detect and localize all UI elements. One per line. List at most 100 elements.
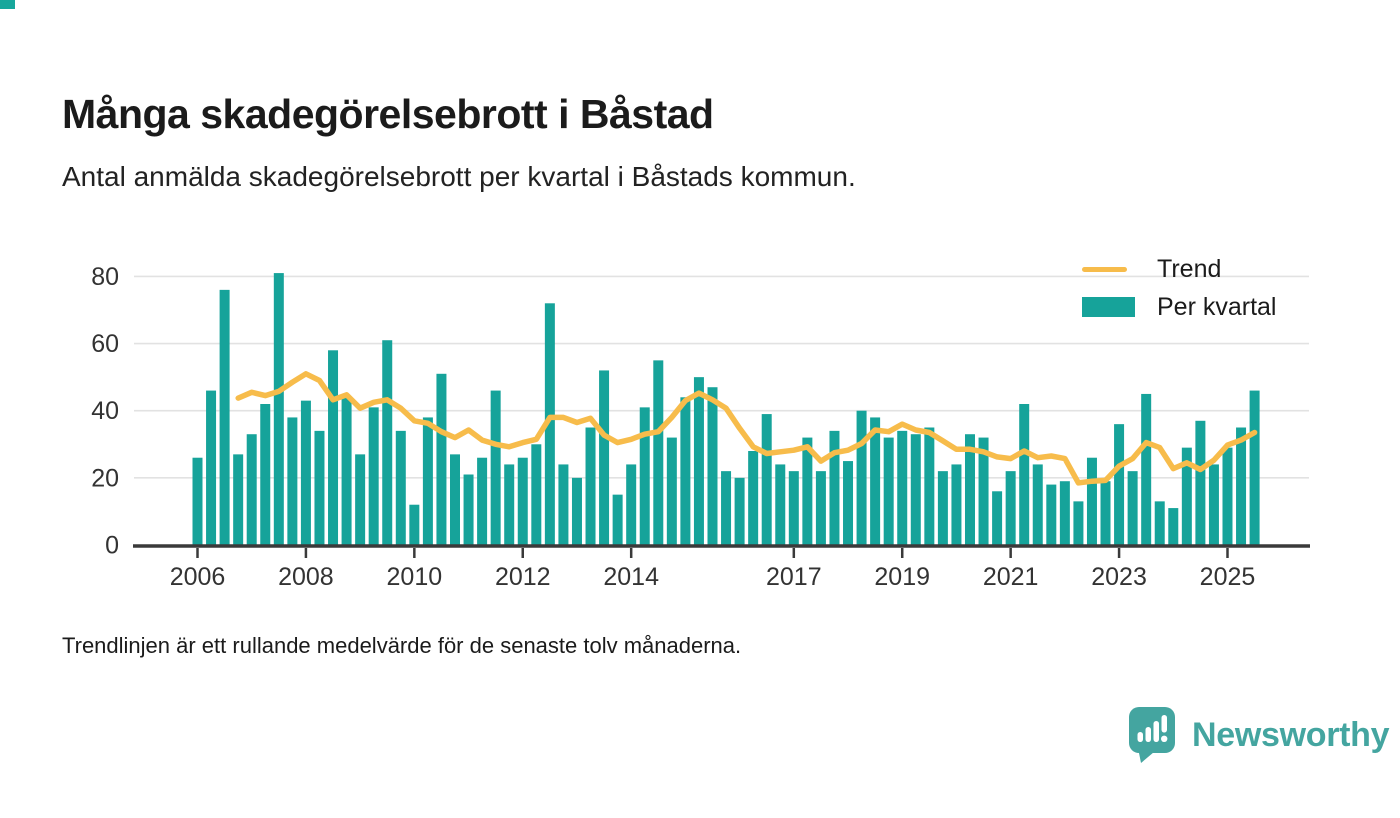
- bar: [477, 457, 488, 545]
- bar: [517, 457, 528, 545]
- bar: [490, 390, 501, 545]
- bar: [612, 494, 623, 545]
- bar: [504, 464, 515, 545]
- bar: [246, 434, 257, 545]
- bars: [192, 273, 1260, 545]
- svg-text:20: 20: [91, 464, 119, 492]
- bar: [599, 370, 610, 545]
- bar: [626, 464, 637, 545]
- bar: [870, 417, 881, 545]
- bar: [382, 340, 393, 545]
- bar: [1141, 393, 1152, 545]
- svg-text:2012: 2012: [495, 563, 551, 591]
- bar: [829, 430, 840, 545]
- newsworthy-logo: Newsworthy: [1128, 706, 1390, 764]
- bar: [260, 404, 271, 545]
- bar: [328, 350, 339, 545]
- bar: [395, 430, 406, 545]
- svg-text:2017: 2017: [766, 563, 822, 591]
- bar: [1100, 481, 1111, 545]
- trend-line-swatch: [1082, 266, 1127, 272]
- bar: [815, 471, 826, 545]
- page-subtitle: Antal anmälda skadegörelsebrott per kvar…: [62, 161, 856, 192]
- svg-text:2025: 2025: [1200, 563, 1256, 591]
- bar: [436, 373, 447, 545]
- bar: [707, 387, 718, 545]
- svg-text:60: 60: [91, 330, 119, 358]
- bar: [219, 289, 230, 545]
- bar-swatch: [1082, 297, 1135, 317]
- bar: [761, 414, 772, 545]
- bar: [1195, 420, 1206, 545]
- svg-text:2021: 2021: [983, 563, 1039, 591]
- svg-text:40: 40: [91, 397, 119, 425]
- bar: [571, 477, 582, 545]
- bar: [775, 464, 786, 545]
- bar: [558, 464, 569, 545]
- bar: [1046, 484, 1057, 545]
- bar: [721, 471, 732, 545]
- svg-text:80: 80: [91, 263, 119, 291]
- bar: [734, 477, 745, 545]
- bar: [1222, 447, 1233, 545]
- bar: [653, 360, 664, 545]
- bar: [964, 434, 975, 545]
- bar: [680, 397, 691, 545]
- svg-text:2006: 2006: [170, 563, 226, 591]
- bar: [1114, 424, 1125, 545]
- bar: [883, 437, 894, 545]
- bar: [897, 430, 908, 545]
- bar: [1073, 501, 1084, 545]
- legend-item-trend: Trend: [1082, 254, 1276, 284]
- bar: [1249, 390, 1260, 545]
- bar: [1236, 427, 1247, 545]
- bar: [992, 491, 1003, 545]
- bar: [341, 397, 352, 545]
- bar: [1032, 464, 1043, 545]
- brand-corner-mark: [0, 0, 15, 9]
- bar: [368, 407, 379, 545]
- bar: [1127, 471, 1138, 545]
- bar: [544, 303, 555, 545]
- bar: [531, 444, 542, 545]
- svg-text:2023: 2023: [1091, 563, 1147, 591]
- bar: [1181, 447, 1192, 545]
- bar: [951, 464, 962, 545]
- bar: [1168, 508, 1179, 545]
- bar: [924, 427, 935, 545]
- x-axis: [133, 544, 1310, 558]
- legend-bars-label: Per kvartal: [1157, 293, 1277, 321]
- bar: [937, 471, 948, 545]
- bar: [192, 457, 203, 545]
- legend-trend-label: Trend: [1157, 255, 1222, 283]
- bar: [1086, 457, 1097, 545]
- bar: [409, 504, 420, 545]
- bar: [273, 273, 284, 545]
- newsworthy-wordmark: Newsworthy: [1192, 716, 1390, 754]
- bar: [300, 400, 311, 545]
- page-title: Många skadegörelsebrott i Båstad: [62, 91, 714, 138]
- svg-text:2008: 2008: [278, 563, 334, 591]
- bar: [856, 410, 867, 545]
- bar: [206, 390, 217, 545]
- svg-text:2014: 2014: [603, 563, 659, 591]
- trend-line: [235, 371, 1258, 486]
- bar: [910, 434, 921, 545]
- bar: [843, 461, 854, 545]
- bar: [1005, 471, 1016, 545]
- bar: [802, 437, 813, 545]
- svg-text:0: 0: [105, 532, 119, 560]
- bar: [1154, 501, 1165, 545]
- bar: [788, 471, 799, 545]
- legend-item-per-kvartal: Per kvartal: [1082, 292, 1276, 322]
- bar: [463, 474, 474, 545]
- y-axis-labels: 0 20 40 60 80: [91, 263, 119, 560]
- bar: [666, 437, 677, 545]
- bar: [314, 430, 325, 545]
- bar: [1059, 481, 1070, 545]
- newsworthy-logo-icon: [1129, 707, 1175, 763]
- bar: [1019, 404, 1030, 545]
- bar: [1208, 464, 1219, 545]
